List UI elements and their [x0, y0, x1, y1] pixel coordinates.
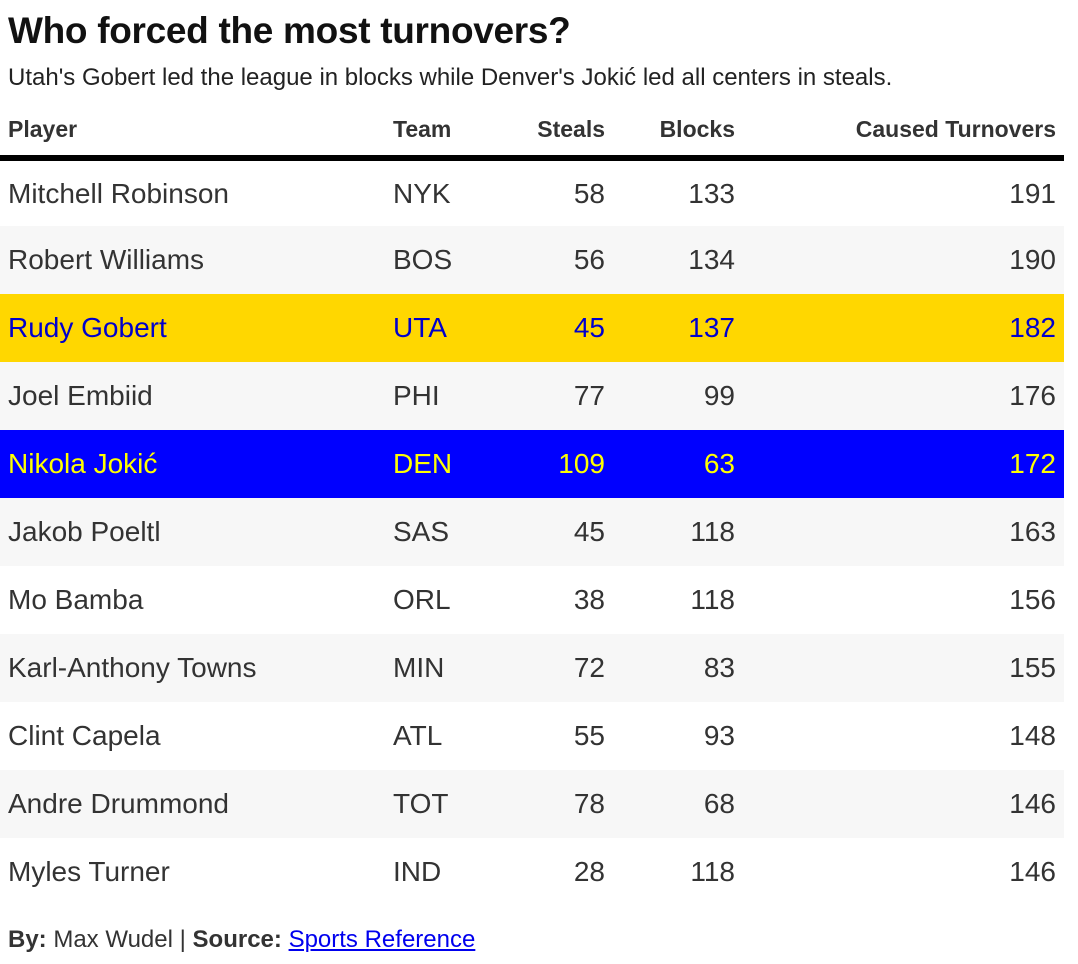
blocks-cell: 133 — [688, 177, 735, 209]
team-cell: ATL — [393, 720, 443, 751]
player-name-cell: Nikola Jokić — [0, 430, 385, 498]
team-cell: TOT — [393, 788, 449, 819]
blocks-cell: 99 — [703, 380, 735, 411]
steals-cell: 45 — [495, 294, 613, 362]
footer-by-label: By: — [8, 926, 47, 953]
steals-cell: 72 — [573, 652, 605, 683]
chart-subtitle: Utah's Gobert led the league in blocks w… — [8, 64, 893, 91]
caused-turnovers-cell: 146 — [1009, 788, 1056, 819]
caused-turnovers-cell: 182 — [743, 294, 1064, 362]
steals-cell: 78 — [573, 788, 605, 819]
table-row: Karl-Anthony Towns MIN 72 83 155 — [0, 634, 1064, 702]
player-name-cell: Mo Bamba — [8, 584, 144, 615]
table-row: Joel Embiid PHI 77 99 176 — [0, 362, 1064, 430]
table-row: Robert Williams BOS 56 134 190 — [0, 226, 1064, 294]
player-name-cell: Mitchell Robinson — [8, 177, 229, 209]
team-cell: ORL — [393, 584, 451, 615]
caused-turnovers-cell: 148 — [1009, 720, 1056, 751]
player-name-cell: Andre Drummond — [8, 788, 229, 819]
player-name-cell: Myles Turner — [8, 856, 170, 887]
caused-turnovers-cell: 146 — [1009, 856, 1056, 887]
footer-source-link[interactable]: Sports Reference — [288, 926, 476, 953]
team-cell: SAS — [393, 516, 450, 547]
caused-turnovers-cell: 190 — [1009, 244, 1056, 275]
blocks-cell: 63 — [613, 430, 743, 498]
column-header-steals: Steals — [495, 104, 613, 161]
blocks-cell: 118 — [690, 856, 735, 887]
column-header-team: Team — [385, 104, 495, 161]
column-header-blocks: Blocks — [613, 104, 743, 161]
table-row: Mitchell Robinson NYK 58 133 191 — [0, 158, 1064, 226]
steals-cell: 109 — [495, 430, 613, 498]
footer-author: Max Wudel — [53, 926, 173, 953]
footer-separator: | — [179, 926, 186, 953]
player-name-cell: Robert Williams — [8, 244, 205, 275]
chart-title: Who forced the most turnovers? — [8, 10, 571, 51]
table-row: Mo Bamba ORL 38 118 156 — [0, 566, 1064, 634]
blocks-cell: 118 — [690, 516, 735, 547]
blocks-cell: 137 — [613, 294, 743, 362]
player-name-cell: Jakob Poeltl — [8, 516, 161, 547]
steals-cell: 38 — [573, 584, 605, 615]
table-header: Player Team Steals Blocks Caused Turnove… — [0, 104, 1064, 161]
footer-credits: By: Max Wudel | Source: Sports Reference — [8, 926, 475, 954]
table-body: Mitchell Robinson NYK 58 133 191 Robert Willi… — [0, 158, 1064, 906]
caused-turnovers-cell: 156 — [1009, 584, 1056, 615]
blocks-cell: 118 — [690, 584, 735, 615]
steals-cell: 45 — [573, 516, 605, 547]
player-name-cell: Karl-Anthony Towns — [8, 652, 257, 683]
caused-turnovers-cell: 163 — [1009, 516, 1056, 547]
caused-turnovers-cell: 172 — [743, 430, 1064, 498]
table-row: Jakob Poeltl SAS 45 118 163 — [0, 498, 1064, 566]
steals-cell: 28 — [573, 856, 605, 887]
team-cell: MIN — [393, 652, 445, 683]
player-name-cell: Rudy Gobert — [0, 294, 385, 362]
steals-cell: 55 — [573, 720, 605, 751]
blocks-cell: 68 — [703, 788, 735, 819]
player-name-cell: Clint Capela — [8, 720, 161, 751]
table-row: Myles Turner IND 28 118 146 — [0, 838, 1064, 906]
player-name-cell: Joel Embiid — [8, 380, 153, 411]
table-row: Rudy Gobert UTA 45 137 182 — [0, 294, 1064, 362]
caused-turnovers-cell: 191 — [1009, 177, 1056, 209]
column-header-caused-turnovers: Caused Turnovers — [743, 104, 1064, 161]
steals-cell: 56 — [573, 244, 605, 275]
table-row: Clint Capela ATL 55 93 148 — [0, 702, 1064, 770]
caused-turnovers-cell: 155 — [1009, 652, 1056, 683]
caused-turnovers-cell: 176 — [1009, 380, 1056, 411]
header-row: Player Team Steals Blocks Caused Turnove… — [0, 104, 1064, 161]
blocks-cell: 83 — [703, 652, 735, 683]
turnovers-table: Player Team Steals Blocks Caused Turnove… — [0, 104, 1064, 906]
team-cell: PHI — [393, 380, 440, 411]
table-row: Andre Drummond TOT 78 68 146 — [0, 770, 1064, 838]
steals-cell: 77 — [573, 380, 605, 411]
footer-source-label: Source: — [192, 926, 282, 953]
team-cell: UTA — [385, 294, 495, 362]
column-header-player: Player — [0, 104, 385, 161]
team-cell: NYK — [393, 177, 451, 209]
team-cell: DEN — [385, 430, 495, 498]
table-row: Nikola Jokić DEN 109 63 172 — [0, 430, 1064, 498]
blocks-cell: 93 — [703, 720, 735, 751]
steals-cell: 58 — [573, 177, 605, 209]
team-cell: IND — [393, 856, 442, 887]
team-cell: BOS — [393, 244, 453, 275]
blocks-cell: 134 — [688, 244, 735, 275]
